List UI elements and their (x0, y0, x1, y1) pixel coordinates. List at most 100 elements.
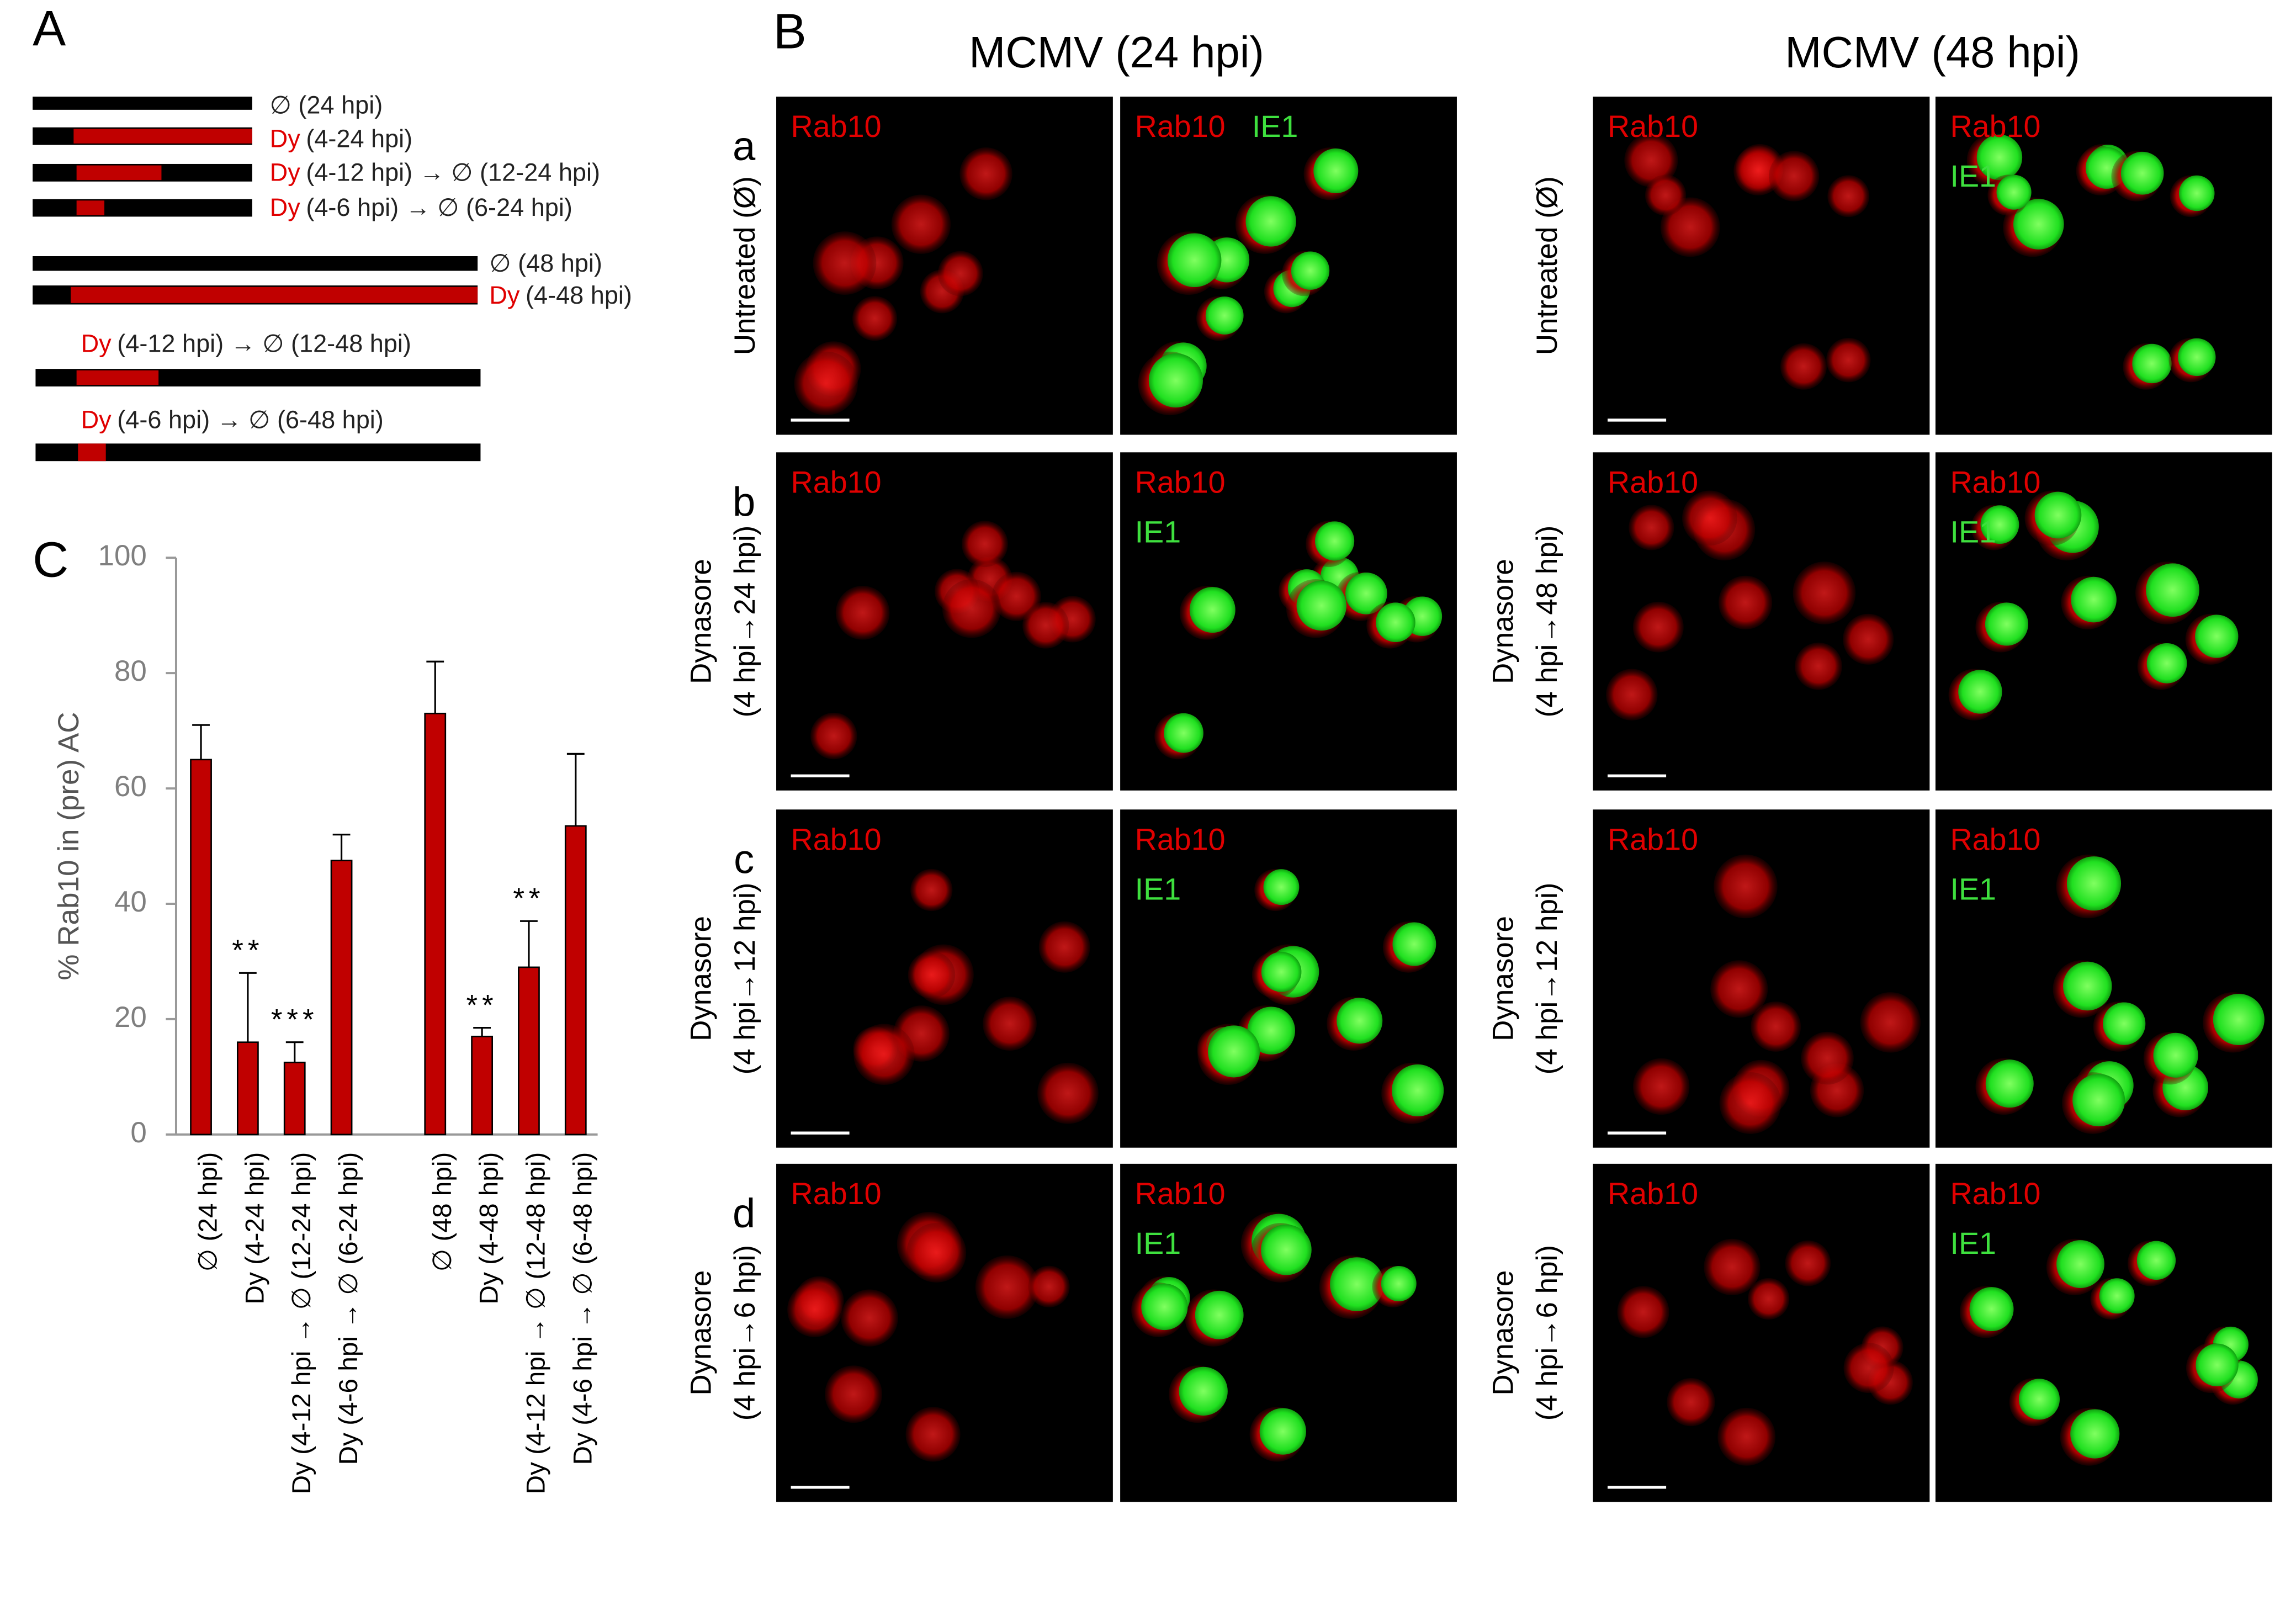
cell-rab10 (1038, 921, 1090, 973)
row-label: Untreated (Ø) (1531, 176, 1563, 355)
row-letter: b (733, 479, 755, 524)
channel-label: Rab10 (1135, 109, 1226, 144)
channel-label: Rab10 (1950, 822, 2040, 856)
cell-ie1 (2066, 856, 2122, 911)
timeline-bar (33, 199, 252, 217)
cell-rab10 (825, 1365, 882, 1423)
channel-label: IE1 (1950, 515, 1996, 549)
cell-ie1 (1345, 572, 1387, 614)
row-letter: c (734, 836, 754, 882)
cell-ie1 (2103, 1002, 2146, 1045)
cell-rab10 (975, 1255, 1039, 1319)
cell-rab10 (959, 147, 1012, 200)
cell-ie1 (1314, 521, 1355, 561)
cell-rab10 (794, 351, 858, 416)
cell-rab10 (1606, 669, 1658, 720)
row-letter: a (733, 123, 756, 169)
timeline-label: Dy (4-6 hpi) → ∅ (6-48 hpi) (81, 406, 384, 434)
cell-rab10 (853, 1024, 915, 1085)
cell-rab10 (937, 251, 983, 296)
cell-ie1 (1195, 1290, 1244, 1339)
cell-ie1 (1148, 353, 1203, 408)
cell-rab10 (1793, 561, 1856, 624)
panel-label: C (33, 532, 68, 588)
cell-ie1 (1189, 587, 1236, 633)
cell-rab10 (1624, 133, 1678, 187)
cell-ie1 (1976, 134, 2023, 181)
bar (283, 1061, 306, 1136)
cell-rab10 (1719, 575, 1773, 629)
cell-ie1 (2120, 151, 2164, 195)
cell-rab10 (1682, 490, 1737, 546)
cell-ie1 (2070, 1409, 2120, 1459)
cell-ie1 (1179, 1366, 1228, 1416)
cell-ie1 (2179, 175, 2215, 211)
channel-label: Rab10 (791, 822, 882, 856)
timeline-label: ∅ (24 hpi) (270, 91, 383, 119)
row-label: (4 hpi→6 hpi) (729, 1245, 761, 1421)
y-tick-label: 60 (114, 770, 147, 803)
treatment-bar (71, 287, 478, 303)
cell-rab10 (910, 868, 953, 912)
row-label: (4 hpi→12 hpi) (1531, 883, 1563, 1075)
cell-ie1 (2071, 576, 2117, 623)
bar (518, 966, 540, 1136)
cell-ie1 (2146, 643, 2187, 684)
y-tick-label: 0 (130, 1116, 147, 1149)
cell-rab10 (787, 1282, 842, 1337)
x-tick-label: Dy (4-12 hpi → ∅ (12-24 hpi) (287, 1152, 316, 1495)
bar (330, 860, 353, 1136)
bar (236, 1041, 259, 1136)
cell-rab10 (1717, 1407, 1776, 1466)
treatment-bar (76, 200, 105, 215)
cell-rab10 (1768, 151, 1820, 202)
significance: ** (232, 934, 263, 967)
cell-ie1 (2153, 1032, 2198, 1078)
cell-ie1 (2018, 1379, 2060, 1420)
cell-ie1 (1141, 1283, 1188, 1331)
cell-rab10 (1785, 1240, 1831, 1286)
cell-ie1 (1291, 251, 1330, 290)
cell-ie1 (2178, 338, 2216, 377)
channel-label: Rab10 (791, 465, 882, 499)
y-tick-label: 80 (114, 655, 147, 687)
channel-label: Rab10 (1608, 465, 1698, 499)
row-letter: d (733, 1190, 755, 1236)
cell-rab10 (908, 951, 956, 999)
channel-label: Rab10 (1608, 109, 1698, 144)
channel-label: Rab10 (791, 109, 882, 144)
cell-ie1 (1259, 1408, 1306, 1455)
x-tick-label: ∅ (48 hpi) (428, 1152, 457, 1272)
cell-rab10 (1719, 1072, 1781, 1134)
cell-rab10 (1704, 1238, 1761, 1295)
x-tick-label: Dy (4-48 hpi) (475, 1152, 504, 1305)
cell-ie1 (2195, 614, 2239, 658)
cell-rab10 (1028, 1265, 1070, 1307)
timeline-label: Dy (4-24 hpi) (270, 124, 413, 152)
cell-rab10 (835, 586, 890, 640)
bar (190, 759, 212, 1136)
y-axis-label: % Rab10 in (pre) AC (52, 712, 85, 980)
cell-ie1 (1164, 713, 1203, 753)
cell-ie1 (2099, 1278, 2135, 1314)
cell-ie1 (1337, 998, 1383, 1044)
cell-ie1 (1980, 505, 2019, 544)
cell-rab10 (983, 997, 1037, 1051)
cell-rab10 (906, 1223, 967, 1283)
cell-ie1 (1205, 296, 1244, 335)
cell-rab10 (1751, 1001, 1801, 1052)
cell-ie1 (2196, 1343, 2239, 1387)
timeline-label: Dy (4-48 hpi) (489, 281, 632, 309)
y-tick-label: 20 (114, 1001, 147, 1034)
significance: *** (271, 1004, 319, 1036)
cell-rab10 (1037, 1062, 1099, 1124)
cell-rab10 (1667, 1378, 1715, 1427)
channel-label: Rab10 (1135, 465, 1226, 499)
treatment-bar (73, 129, 252, 144)
cell-ie1 (1245, 196, 1296, 247)
timeline-label: Dy (4-12 hpi) → ∅ (12-24 hpi) (270, 158, 600, 186)
cell-ie1 (1330, 1257, 1384, 1311)
bar (564, 825, 587, 1136)
timeline-bar (33, 96, 252, 110)
cell-rab10 (905, 1407, 961, 1462)
